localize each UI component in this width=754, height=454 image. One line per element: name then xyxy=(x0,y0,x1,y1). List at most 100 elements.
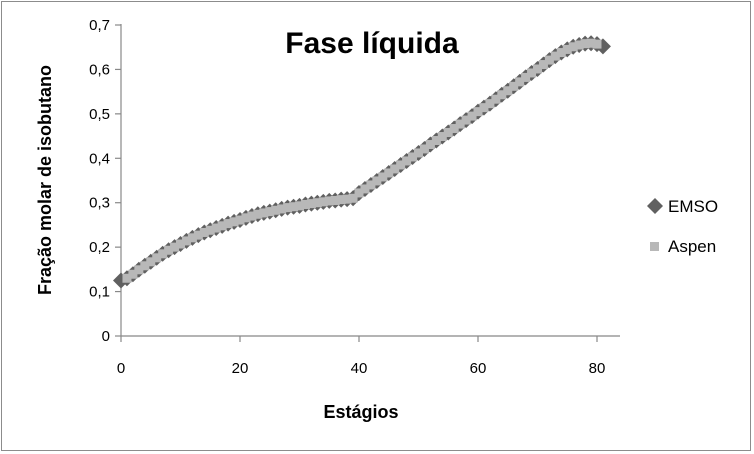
series-layer xyxy=(113,35,611,289)
data-point-aspen xyxy=(306,199,316,209)
y-tick-label: 0,3 xyxy=(89,195,110,212)
data-point-aspen xyxy=(128,269,138,279)
data-point-aspen xyxy=(271,205,281,215)
data-point-aspen xyxy=(521,72,531,82)
data-point-aspen xyxy=(586,38,596,48)
data-point-aspen xyxy=(408,152,418,162)
legend-marker-emso xyxy=(647,198,663,214)
data-point-aspen xyxy=(562,44,572,54)
data-point-aspen xyxy=(348,193,358,203)
y-tick-label: 0,7 xyxy=(89,17,110,34)
data-point-aspen xyxy=(574,40,584,50)
data-point-aspen xyxy=(527,68,537,78)
data-point-aspen xyxy=(283,203,293,213)
x-tick-label: 20 xyxy=(232,360,249,377)
data-point-aspen xyxy=(253,209,263,219)
x-tick-label: 60 xyxy=(470,360,487,377)
data-point-aspen xyxy=(396,160,406,170)
y-tick-label: 0,2 xyxy=(89,239,110,256)
data-point-aspen xyxy=(324,196,334,206)
x-tick-label: 0 xyxy=(117,360,125,377)
y-tick-label: 0 xyxy=(102,328,110,345)
data-point-aspen xyxy=(289,202,299,212)
data-point-aspen xyxy=(366,180,376,190)
data-point-aspen xyxy=(122,273,132,283)
x-tick-label: 40 xyxy=(351,360,368,377)
data-point-aspen xyxy=(229,217,239,227)
legend-item-emso: EMSO xyxy=(647,197,718,216)
data-point-aspen xyxy=(592,39,602,49)
data-point-aspen xyxy=(241,213,251,223)
data-point-aspen xyxy=(544,55,554,65)
data-point-aspen xyxy=(515,77,525,87)
data-point-aspen xyxy=(152,253,162,263)
data-point-aspen xyxy=(223,219,233,229)
x-tick-label: 80 xyxy=(589,360,606,377)
data-point-aspen xyxy=(550,51,560,61)
data-point-aspen xyxy=(295,201,304,211)
data-point-aspen xyxy=(467,111,477,121)
data-point-aspen xyxy=(479,103,489,113)
data-point-aspen xyxy=(217,221,227,231)
data-point-aspen xyxy=(199,227,209,237)
data-point-aspen xyxy=(491,94,501,104)
data-point-aspen xyxy=(312,198,322,208)
data-point-aspen xyxy=(300,199,310,209)
data-point-aspen xyxy=(158,249,168,259)
data-point-aspen xyxy=(402,156,412,166)
data-point-aspen xyxy=(176,239,185,249)
data-point-aspen xyxy=(425,140,435,150)
series-aspen xyxy=(122,38,602,283)
x-axis-title: Estágios xyxy=(323,402,398,422)
data-point-aspen xyxy=(360,184,370,194)
data-point-aspen xyxy=(205,225,215,235)
data-point-aspen xyxy=(455,119,465,129)
legend-label-aspen: Aspen xyxy=(668,237,716,256)
legend: EMSO Aspen xyxy=(647,197,718,256)
data-point-aspen xyxy=(354,188,364,198)
data-point-aspen xyxy=(384,168,394,178)
data-point-aspen xyxy=(146,257,156,267)
data-point-aspen xyxy=(187,233,197,243)
data-point-aspen xyxy=(461,115,471,125)
legend-marker-aspen xyxy=(650,242,659,251)
data-point-aspen xyxy=(443,128,453,138)
data-point-aspen xyxy=(509,81,519,91)
data-point-aspen xyxy=(580,39,590,49)
data-point-aspen xyxy=(265,207,275,217)
y-ticks: 0 0,1 0,2 0,3 0,4 0,5 0,6 0,7 xyxy=(89,17,121,345)
data-point-aspen xyxy=(277,204,287,214)
legend-item-aspen: Aspen xyxy=(650,237,716,256)
data-point-aspen xyxy=(330,195,340,205)
y-tick-label: 0,5 xyxy=(89,106,110,123)
data-point-aspen xyxy=(538,60,548,70)
data-point-aspen xyxy=(247,211,257,221)
data-point-aspen xyxy=(497,90,507,100)
data-point-aspen xyxy=(181,236,191,246)
data-point-aspen xyxy=(414,148,423,158)
data-point-aspen xyxy=(568,42,578,52)
data-point-aspen xyxy=(134,265,144,275)
x-ticks: 0 20 40 60 80 xyxy=(117,336,606,377)
data-point-aspen xyxy=(164,245,174,255)
data-point-aspen xyxy=(390,164,400,174)
data-point-aspen xyxy=(259,208,269,218)
data-point-aspen xyxy=(318,197,328,207)
plot-area: 0 0,1 0,2 0,3 0,4 0,5 0,6 0,7 0 20 40 60 80 xyxy=(89,17,620,377)
y-tick-label: 0,1 xyxy=(89,284,110,301)
data-point-aspen xyxy=(140,261,150,271)
data-point-aspen xyxy=(342,194,352,204)
data-point-aspen xyxy=(556,48,566,58)
data-point-aspen xyxy=(431,136,441,146)
data-point-aspen xyxy=(449,124,459,134)
y-tick-label: 0,4 xyxy=(89,150,110,167)
legend-label-emso: EMSO xyxy=(668,197,718,216)
data-point-aspen xyxy=(437,132,447,142)
data-point-aspen xyxy=(533,64,542,74)
data-point-aspen xyxy=(473,107,483,117)
y-tick-label: 0,6 xyxy=(89,61,110,78)
data-point-aspen xyxy=(378,172,388,182)
data-point-aspen xyxy=(419,144,429,154)
